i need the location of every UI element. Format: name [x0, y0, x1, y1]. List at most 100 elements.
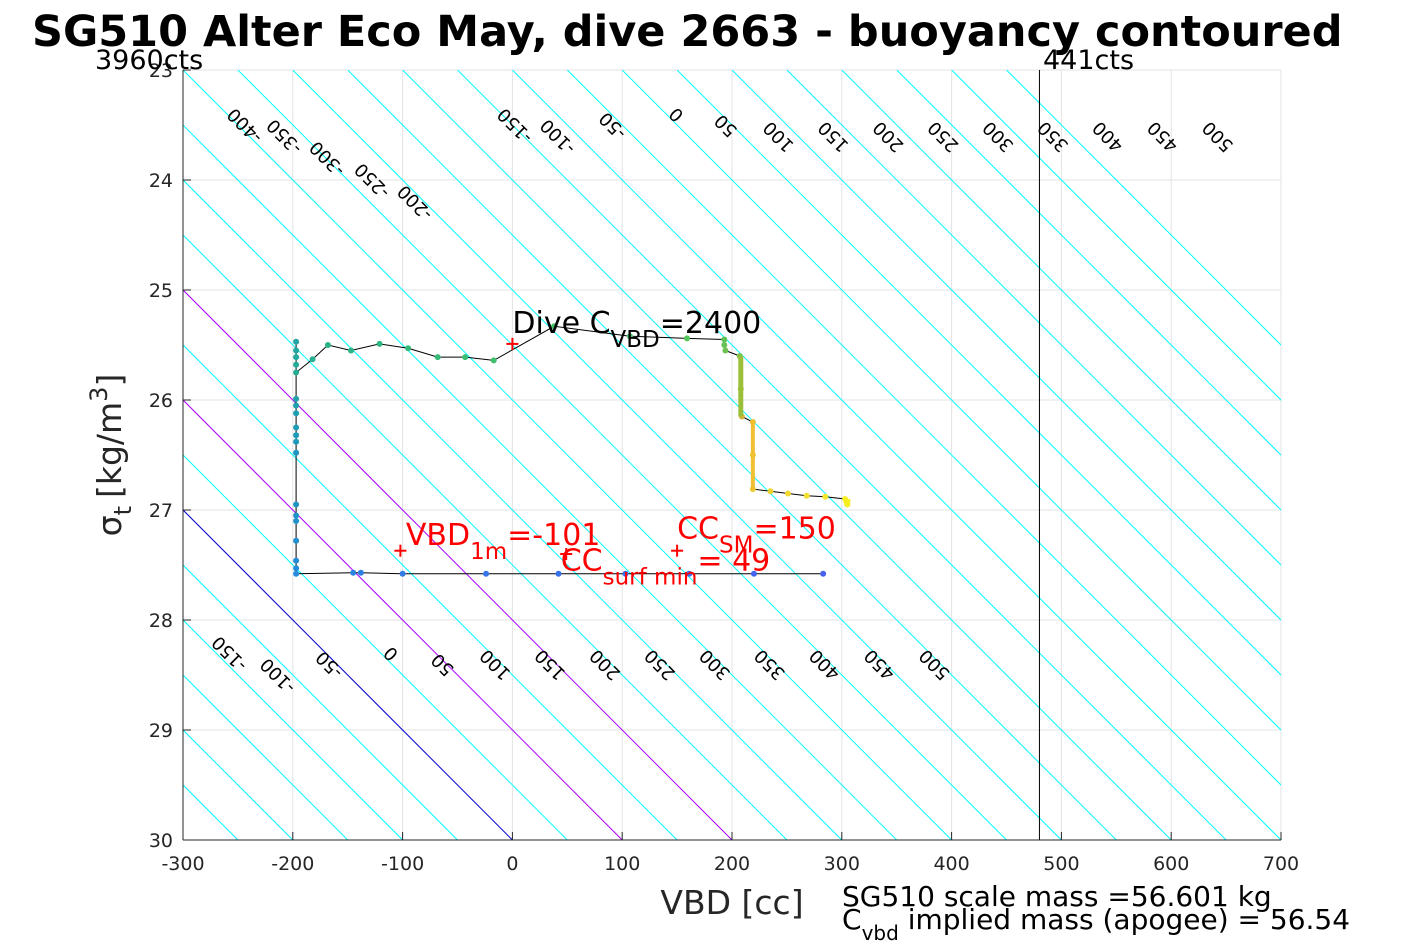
- x-tick-label: 300: [824, 853, 860, 875]
- profile-point: [683, 335, 690, 342]
- profile-point: [822, 493, 829, 500]
- contour-line: [183, 289, 733, 840]
- y-tick-label: 27: [149, 500, 173, 522]
- contour-line: [347, 70, 1117, 840]
- corner-label-right: 441cts: [1043, 45, 1134, 76]
- x-axis-label: VBD [cc]: [660, 883, 803, 922]
- profile-point: [483, 570, 490, 577]
- contour-line: [183, 70, 952, 840]
- profile-point: [434, 354, 441, 361]
- y-tick-label: 26: [149, 390, 173, 412]
- y-label-subscript: t: [109, 506, 137, 515]
- contour-line: [896, 70, 1281, 456]
- contour-line: [183, 344, 678, 840]
- annotation-label-cc-surf-min: CCsurf min= 49: [561, 544, 771, 591]
- profile-point: [293, 410, 300, 417]
- contour-line: [183, 509, 513, 840]
- x-tick-label: 500: [1043, 853, 1079, 875]
- contour-line: [1006, 70, 1281, 346]
- profile-point: [347, 347, 354, 354]
- profile-point: [551, 323, 558, 330]
- contour-line: [786, 70, 1281, 566]
- profile-point: [293, 537, 300, 544]
- profile-point: [405, 345, 412, 352]
- profile-point: [293, 438, 300, 445]
- profile-point: [462, 354, 469, 361]
- y-tick-label: 24: [149, 170, 173, 192]
- contour-line: [676, 70, 1281, 676]
- footer-c-symbol: C: [842, 903, 862, 936]
- profile-point: [293, 361, 300, 368]
- contour-line: [237, 70, 1007, 840]
- y-axis-label: σt [kg/m3]: [85, 374, 137, 537]
- annotation-label-cc-sm: CCSM=150: [677, 512, 836, 559]
- profile-point: [750, 570, 757, 577]
- annotation-value: =-101: [507, 518, 600, 553]
- profile-point: [293, 501, 300, 508]
- annotation-label-dive-c-vbd: Dive CVBD=2400: [512, 306, 761, 353]
- profile-point: [622, 570, 629, 577]
- profile-point: [722, 347, 729, 354]
- contour-line: [183, 619, 403, 840]
- profile-point: [686, 570, 693, 577]
- chart-title: SG510 Alter Eco May, dive 2663 - buoyanc…: [32, 7, 1343, 57]
- annotation-subscript: SM: [719, 533, 753, 559]
- profile-point: [357, 569, 364, 576]
- contour-line: [183, 399, 623, 840]
- profile-point: [490, 357, 497, 364]
- annotation-main: Dive C: [512, 306, 610, 341]
- y-tick-label: 28: [149, 610, 173, 632]
- annotation-subscript: surf min: [603, 565, 698, 591]
- annotation-main: CC: [677, 512, 719, 547]
- y-label-units: [kg/m: [90, 402, 129, 498]
- x-tick-label: 200: [714, 853, 750, 875]
- profile-point: [293, 395, 300, 402]
- profile-point: [767, 488, 774, 495]
- profile-point: [399, 570, 406, 577]
- contour-line: [841, 70, 1281, 511]
- contour-line: [183, 564, 458, 840]
- profile-point: [293, 432, 300, 439]
- axes: -300 -200 -100 0 100 200 300 400 500 600 700 23 24 25…: [149, 60, 1299, 875]
- y-tick-label: 23: [149, 60, 173, 82]
- x-tick-label: -300: [161, 853, 204, 875]
- annotation-value: = 49: [697, 544, 770, 579]
- footer-implied-mass: Cvbd implied mass (apogee) = 56.54: [842, 903, 1350, 945]
- contour-line: [621, 70, 1281, 731]
- annotation-main: VBD: [406, 518, 470, 553]
- contour-line: [457, 70, 1227, 840]
- contour-line: [566, 70, 1281, 786]
- profile-point: [293, 338, 300, 345]
- profile-point: [555, 570, 562, 577]
- contour-line: [183, 234, 788, 840]
- contour-line: [183, 179, 843, 840]
- profile-point: [293, 518, 300, 524]
- profile-point: [293, 424, 300, 431]
- profile-point: [293, 402, 300, 409]
- x-tick-label: 700: [1263, 853, 1299, 875]
- footer-c-subscript: vbd: [862, 921, 899, 945]
- annotation-main: CC: [561, 544, 603, 579]
- profile-point: [309, 356, 316, 363]
- y-label-close: ]: [90, 374, 129, 387]
- annotation-label-vbd-1m: VBD1m=-101: [406, 518, 601, 565]
- profile-point: [293, 449, 300, 456]
- x-tick-label: -200: [271, 853, 314, 875]
- dive-profile: [293, 323, 851, 577]
- y-label-superscript: 3: [85, 387, 113, 402]
- x-tick-label: 600: [1153, 853, 1189, 875]
- profile-point: [721, 342, 728, 348]
- footer-implied-text: implied mass (apogee) = 56.54: [899, 903, 1350, 936]
- contour-line: [183, 454, 568, 840]
- annotation-value: =150: [753, 512, 835, 547]
- profile-point: [376, 340, 383, 347]
- profile-point: [293, 347, 300, 354]
- contour-line: [731, 70, 1281, 621]
- y-tick-label: 30: [149, 830, 173, 852]
- contour-line: [402, 70, 1172, 840]
- y-tick-label: 29: [149, 720, 173, 742]
- profile-point: [784, 490, 791, 497]
- profile-point: [324, 342, 331, 348]
- contour-line: [183, 674, 349, 840]
